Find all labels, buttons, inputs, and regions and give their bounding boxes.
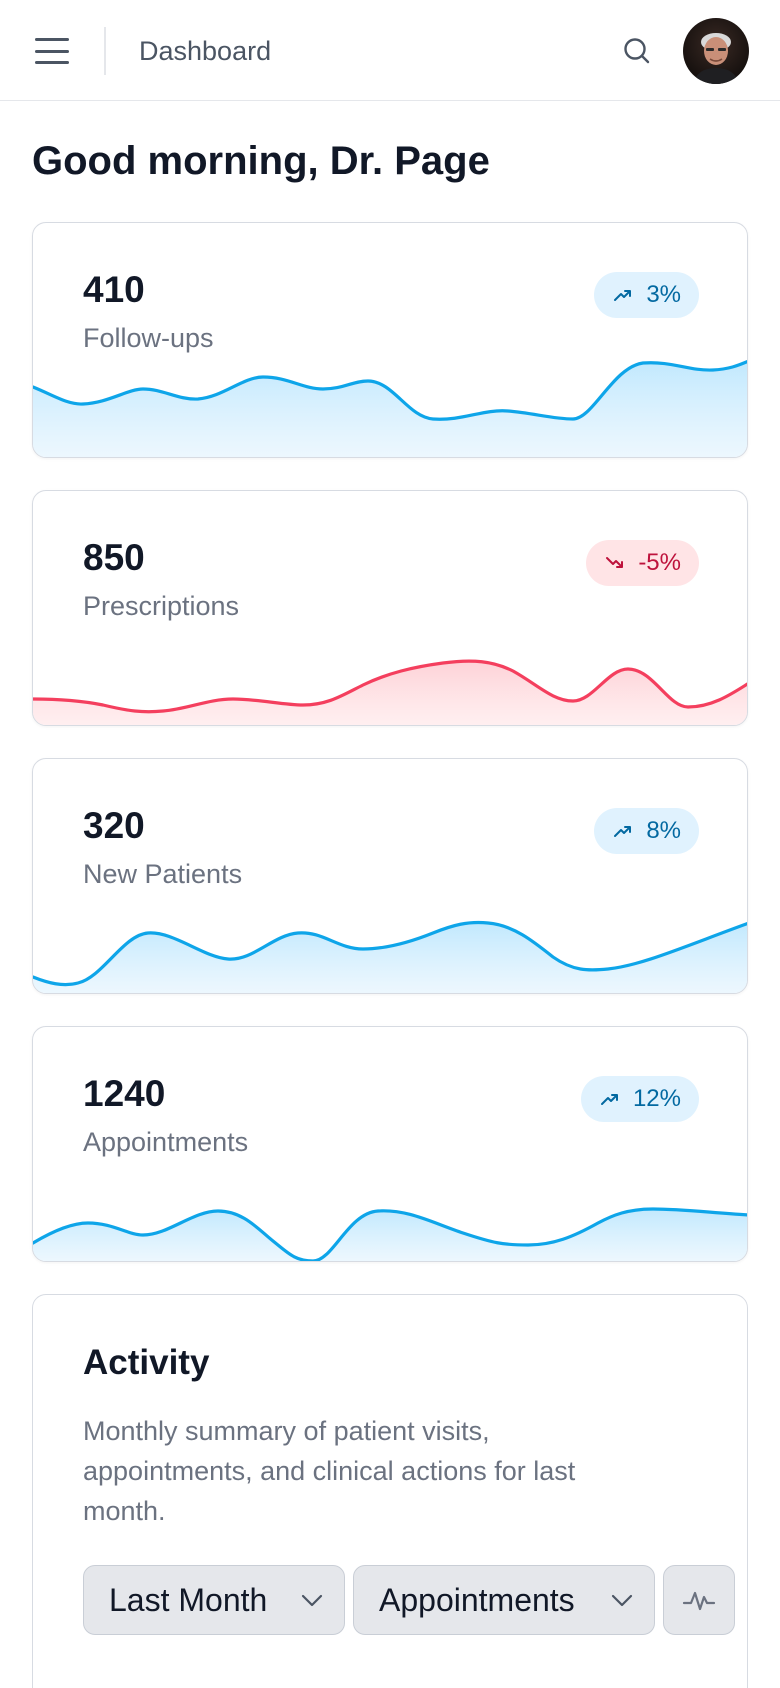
header-divider: [104, 27, 106, 75]
greeting-heading: Good morning, Dr. Page: [32, 139, 490, 183]
search-button[interactable]: [620, 34, 654, 68]
stat-card-appointments[interactable]: 1240 Appointments 12%: [32, 1026, 748, 1262]
sparkline-follow-ups: [33, 360, 747, 457]
metric-select-value: Appointments: [379, 1581, 575, 1618]
sparkline-new-patients: [33, 920, 747, 993]
stat-label: Appointments: [83, 1127, 249, 1157]
trend-up-icon: [600, 1094, 618, 1105]
stat-label: Prescriptions: [83, 591, 240, 621]
stat-card-follow-ups[interactable]: 410 Follow-ups 3%: [32, 222, 748, 458]
stat-card-new-patients[interactable]: 320 New Patients 8%: [32, 758, 748, 994]
top-bar: Dashboard: [0, 0, 780, 101]
trend-up-icon: [614, 290, 632, 301]
trend-down-icon: [606, 557, 624, 568]
trend-value: 3%: [646, 281, 681, 308]
user-avatar-icon: [683, 18, 749, 84]
trend-value: 12%: [632, 1085, 681, 1112]
trend-badge: -5%: [586, 540, 699, 586]
metric-select[interactable]: Appointments: [353, 1565, 655, 1635]
hamburger-icon: [35, 38, 69, 41]
trend-value: 8%: [646, 817, 681, 844]
period-select[interactable]: Last Month: [83, 1565, 345, 1635]
stat-label: Follow-ups: [83, 323, 214, 353]
chevron-down-icon: [301, 1594, 323, 1607]
stat-label: New Patients: [83, 859, 243, 889]
activity-panel: Activity Monthly summary of patient visi…: [32, 1294, 748, 1688]
trend-up-icon: [614, 826, 632, 837]
menu-button[interactable]: [32, 34, 72, 68]
chart-type-button[interactable]: [663, 1565, 735, 1635]
stat-value: 410: [83, 269, 145, 310]
stat-value: 850: [83, 537, 145, 578]
activity-title: Activity: [83, 1343, 210, 1382]
trend-badge: 8%: [594, 808, 699, 854]
activity-chart-icon: [682, 1591, 716, 1611]
sparkline-prescriptions: [33, 659, 747, 725]
search-icon: [624, 38, 650, 64]
period-select-value: Last Month: [109, 1581, 268, 1618]
avatar[interactable]: [683, 18, 749, 84]
trend-badge: 12%: [580, 1076, 699, 1122]
activity-description: Monthly summary of patient visits, appoi…: [83, 1416, 576, 1526]
trend-value: -5%: [638, 549, 681, 576]
stat-value: 1240: [83, 1073, 166, 1114]
sparkline-appointments: [33, 1207, 747, 1261]
trend-badge: 3%: [594, 272, 699, 318]
stat-value: 320: [83, 805, 145, 846]
stat-card-prescriptions[interactable]: 850 Prescriptions -5%: [32, 490, 748, 726]
chevron-down-icon: [611, 1594, 633, 1607]
page-title: Dashboard: [139, 36, 272, 66]
